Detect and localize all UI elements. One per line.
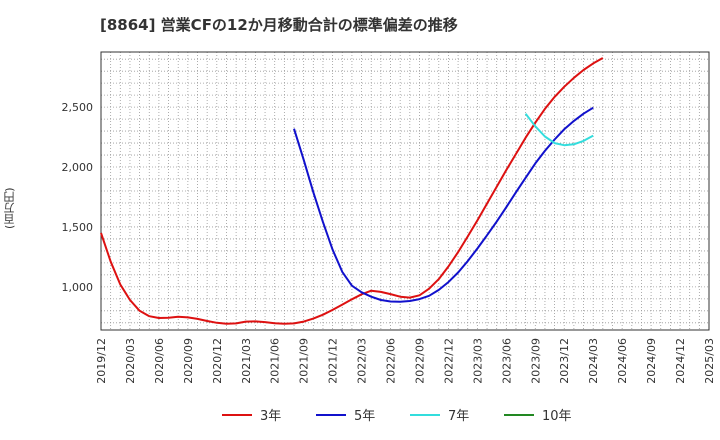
x-tick-label: 2023/03: [471, 338, 484, 384]
x-tick-label: 2023/09: [529, 338, 542, 384]
x-tick-label: 2021/09: [298, 338, 311, 384]
grid-lines: [100, 52, 710, 330]
legend-label: 7年: [448, 409, 469, 424]
chart-title: [8864] 営業CFの12か月移動合計の標準偏差の推移: [100, 16, 458, 34]
x-tick-label: 2021/03: [240, 338, 253, 384]
x-tick-label: 2024/12: [674, 338, 687, 384]
x-tick-label: 2023/06: [500, 338, 513, 384]
legend-label: 10年: [542, 409, 572, 424]
series-line-7年: [524, 113, 594, 147]
x-tick-label: 2024/03: [587, 338, 600, 384]
x-tick-label: 2019/12: [95, 338, 108, 384]
x-tick-label: 2020/12: [211, 338, 224, 384]
x-tick-label: 2021/12: [327, 338, 340, 384]
y-tick-label: 2,000: [62, 161, 94, 174]
x-tick-label: 2022/06: [385, 338, 398, 384]
x-tick-label: 2024/06: [616, 338, 629, 384]
x-tick-label: 2021/06: [269, 338, 282, 384]
series-line-5年: [293, 106, 594, 303]
series-lines: [100, 57, 604, 325]
x-tick-label: 2023/12: [558, 338, 571, 384]
y-tick-label: 1,500: [62, 221, 94, 234]
x-tick-labels: 2019/12 2020/03 2020/06 2020/09 2020/12 2021/…: [95, 338, 716, 384]
plot-area: [100, 51, 710, 331]
legend-label: 3年: [260, 409, 281, 424]
x-tick-label: 2020/09: [182, 338, 195, 384]
x-tick-label: 2022/03: [356, 338, 369, 384]
legend-label: 5年: [354, 409, 375, 424]
legend: 3年 5年 7年 10年: [222, 409, 572, 424]
y-tick-labels: 1,000 1,500 2,000 2,500: [62, 101, 94, 294]
x-tick-label: 2022/09: [413, 338, 426, 384]
series-line-3年: [100, 57, 604, 325]
x-tick-label: 2024/09: [645, 338, 658, 384]
y-tick-label: 1,000: [62, 281, 94, 294]
x-tick-label: 2020/03: [124, 338, 137, 384]
x-tick-label: 2020/06: [153, 338, 166, 384]
x-tick-label: 2025/03: [703, 338, 716, 384]
y-tick-label: 2,500: [62, 101, 94, 114]
x-tick-label: 2022/12: [442, 338, 455, 384]
